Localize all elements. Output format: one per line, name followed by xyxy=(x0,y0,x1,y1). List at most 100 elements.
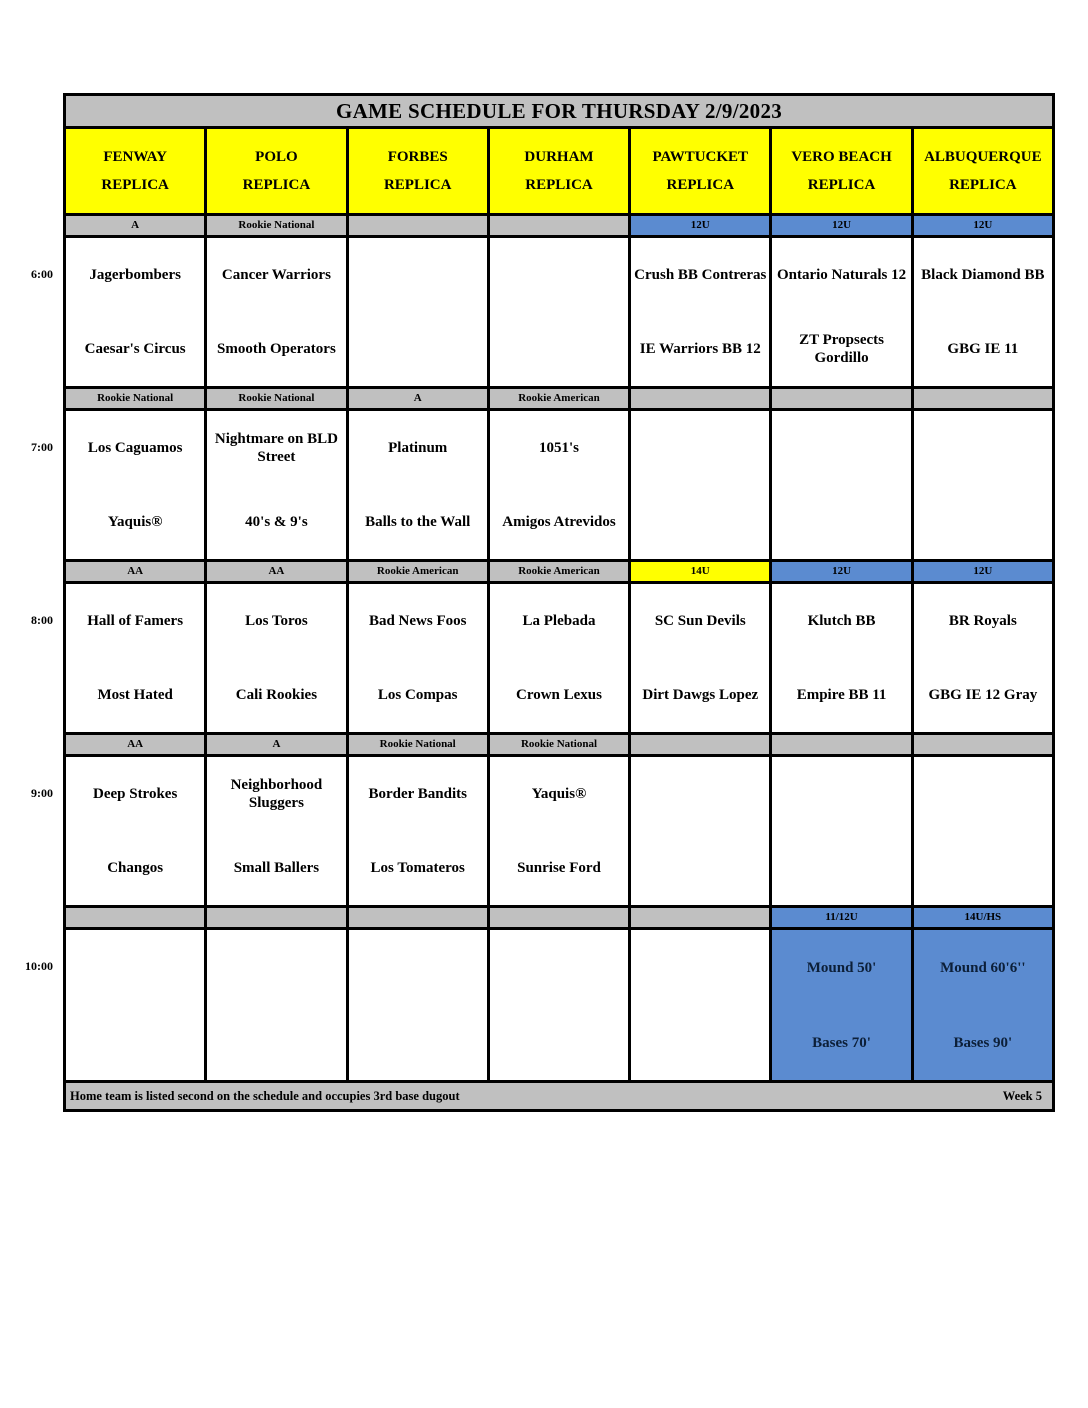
home-team: GBG IE 11 xyxy=(947,341,1019,357)
home-team xyxy=(490,312,628,386)
time-label: 8:00 xyxy=(31,613,53,627)
away-team: 1051's xyxy=(538,440,579,456)
game-cell xyxy=(772,411,911,559)
home-team xyxy=(914,831,1052,905)
home-team: Los Compas xyxy=(377,687,458,703)
home-team xyxy=(631,1005,769,1080)
division-band: A xyxy=(207,735,346,754)
division-band: 12U xyxy=(772,216,911,235)
division-band xyxy=(631,735,770,754)
division-band xyxy=(772,735,911,754)
away-team: Neighborhood Sluggers xyxy=(230,777,323,811)
game-cell xyxy=(348,238,487,386)
home-team: Changos xyxy=(107,860,164,876)
venue-name: POLO xyxy=(255,148,298,165)
division-band: Rookie National xyxy=(207,389,346,408)
away-team: Klutch BB xyxy=(807,613,876,629)
home-team xyxy=(772,485,910,559)
game-cell xyxy=(631,930,770,1080)
game-cell xyxy=(631,757,770,905)
away-team: Deep Strokes xyxy=(92,786,178,802)
division-band: Rookie American xyxy=(489,562,629,581)
away-team xyxy=(772,757,910,831)
venue-replica-label: REPLICA xyxy=(242,176,311,193)
venue-header-forbes: FORBES REPLICA xyxy=(348,129,487,213)
away-team xyxy=(66,930,204,1005)
venue-name: VERO BEACH xyxy=(791,148,892,165)
home-team: GBG IE 12 Gray xyxy=(928,687,1038,703)
game-cell: Mound 60'6'' Bases 90' xyxy=(913,930,1052,1080)
game-cell: SC Sun Devils Dirt Dawgs Lopez xyxy=(631,584,770,732)
game-cell: Jagerbombers Caesar's Circus xyxy=(66,238,205,386)
away-team: BR Royals xyxy=(948,613,1017,629)
away-team: Black Diamond BB xyxy=(921,267,1045,283)
game-cell xyxy=(66,930,205,1080)
game-cell: Yaquis® Sunrise Ford xyxy=(489,757,629,905)
division-band xyxy=(631,908,770,927)
game-cell: Deep Strokes Changos xyxy=(66,757,205,905)
game-cell: Cancer Warriors Smooth Operators xyxy=(207,238,346,386)
game-cell xyxy=(631,411,770,559)
away-team xyxy=(914,757,1052,831)
game-cell xyxy=(348,930,487,1080)
game-cell: Bad News Foos Los Compas xyxy=(348,584,487,732)
time-gutter: 6:00 7:00 8:00 9:00 10:00 xyxy=(0,93,57,1115)
away-team xyxy=(772,411,910,485)
division-band: AA xyxy=(66,562,205,581)
home-team xyxy=(914,485,1052,559)
venue-replica-label: REPLICA xyxy=(807,176,876,193)
footer-week: Week 5 xyxy=(1002,1088,1042,1103)
division-band: Rookie American xyxy=(348,562,487,581)
venue-header-vero-beach: VERO BEACH REPLICA xyxy=(772,129,911,213)
venue-name: DURHAM xyxy=(524,148,594,165)
division-band: AA xyxy=(66,735,205,754)
home-team: Cali Rookies xyxy=(235,687,318,703)
game-cell: Los Caguamos Yaquis® xyxy=(66,411,205,559)
away-team: Cancer Warriors xyxy=(221,267,331,283)
away-team xyxy=(490,238,628,312)
home-team: Most Hated xyxy=(97,687,173,703)
game-cell: Los Toros Cali Rookies xyxy=(207,584,346,732)
home-team: IE Warriors BB 12 xyxy=(639,341,761,357)
game-cell: Neighborhood Sluggers Small Ballers xyxy=(207,757,346,905)
division-band: Rookie National xyxy=(207,216,346,235)
away-team: Los Caguamos xyxy=(87,440,183,456)
away-team xyxy=(631,757,769,831)
home-team: Los Tomateros xyxy=(370,860,465,876)
division-band: Rookie National xyxy=(348,735,487,754)
division-band: 12U xyxy=(631,216,770,235)
schedule-table: GAME SCHEDULE FOR THURSDAY 2/9/2023 FENW… xyxy=(63,93,1055,1112)
division-band: 14U xyxy=(631,562,770,581)
game-cell: Nightmare on BLD Street 40's & 9's xyxy=(207,411,346,559)
home-team: Balls to the Wall xyxy=(365,514,471,530)
division-band: 14U/HS xyxy=(913,908,1052,927)
division-band: 12U xyxy=(913,216,1052,235)
away-team xyxy=(631,930,769,1005)
away-team: Nightmare on BLD Street xyxy=(214,431,338,465)
away-team xyxy=(349,238,487,312)
home-team: Small Ballers xyxy=(233,860,320,876)
venue-header-fenway: FENWAY REPLICA xyxy=(66,129,205,213)
division-band: 12U xyxy=(772,562,911,581)
home-team: Bases 90' xyxy=(953,1034,1013,1051)
division-band: AA xyxy=(207,562,346,581)
division-band xyxy=(913,735,1052,754)
division-band: A xyxy=(348,389,487,408)
game-cell: Ontario Naturals 12 ZT Propsects Gordillo xyxy=(772,238,911,386)
game-cell: La Plebada Crown Lexus xyxy=(489,584,629,732)
venue-header-albuquerque: ALBUQUERQUE REPLICA xyxy=(913,129,1052,213)
game-cell xyxy=(913,757,1052,905)
home-team: Sunrise Ford xyxy=(517,860,601,876)
time-label: 7:00 xyxy=(31,440,53,454)
game-cell: Mound 50' Bases 70' xyxy=(772,930,911,1080)
home-team: Crown Lexus xyxy=(515,687,602,703)
away-team: Bad News Foos xyxy=(368,613,467,629)
home-team xyxy=(349,1005,487,1080)
home-team: Smooth Operators xyxy=(217,341,336,357)
venue-replica-label: REPLICA xyxy=(666,176,735,193)
away-team xyxy=(207,930,345,1005)
division-band: A xyxy=(66,216,205,235)
home-team: Amigos Atrevidos xyxy=(502,514,616,530)
home-team xyxy=(631,485,769,559)
home-team xyxy=(66,1005,204,1080)
